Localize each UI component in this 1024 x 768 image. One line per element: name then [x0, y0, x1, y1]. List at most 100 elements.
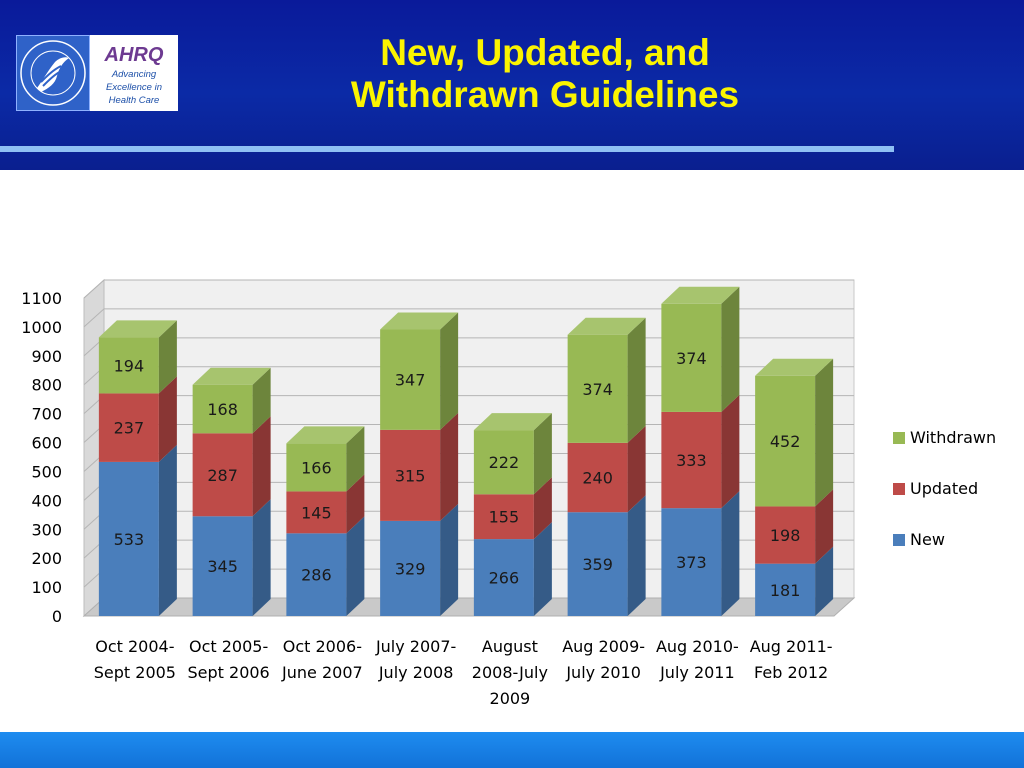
bar-segment-updated	[473, 494, 534, 540]
bar-side-new	[815, 546, 834, 616]
bar-top	[567, 317, 646, 335]
bar-side-updated	[346, 474, 365, 534]
bar-segment-updated	[192, 433, 253, 517]
bar-segment-withdrawn	[98, 337, 159, 394]
hhs-seal-logo	[16, 35, 90, 111]
data-label: 266	[489, 569, 520, 588]
bar-segment-updated	[755, 506, 816, 564]
bar-segment-new	[286, 533, 347, 616]
bar-side-withdrawn	[346, 426, 365, 492]
slide-footer-bar	[0, 732, 1024, 768]
bar-segment-withdrawn	[473, 430, 534, 495]
ahrq-tagline-2: Excellence in	[106, 82, 162, 93]
bar-side-updated	[533, 477, 552, 540]
x-tick-label: 2009	[490, 689, 531, 708]
y-tick-label: 400	[31, 491, 62, 510]
x-tick-label: Sept 2006	[188, 663, 270, 682]
bar-segment-updated	[380, 429, 441, 521]
data-label: 359	[582, 555, 613, 574]
legend-label-new: New	[910, 530, 945, 549]
data-label: 345	[207, 557, 238, 576]
bar-segment-new	[380, 520, 441, 616]
bar-side-new	[533, 522, 552, 616]
data-label: 329	[395, 559, 426, 578]
data-label: 194	[114, 356, 145, 375]
y-tick-label: 100	[31, 578, 62, 597]
bar-side-new	[252, 499, 271, 616]
x-tick-label: August	[482, 637, 538, 656]
title-line-2: Withdrawn Guidelines	[350, 74, 740, 115]
x-tick-label: Oct 2004-	[95, 637, 174, 656]
ahrq-tagline-1: Advancing	[111, 69, 157, 80]
bar-stack: 266 155 222	[473, 413, 552, 616]
bar-segment-updated	[661, 411, 722, 509]
bar-side-new	[721, 491, 740, 616]
data-label: 198	[770, 526, 801, 545]
legend-swatch-new	[893, 534, 905, 546]
bar-segment-updated	[98, 393, 159, 462]
bar-top	[755, 358, 834, 376]
y-tick-label: 600	[31, 434, 62, 453]
x-tick-label: 2008-July	[472, 663, 548, 682]
x-tick-label: Oct 2006-	[283, 637, 362, 656]
data-label: 315	[395, 466, 426, 485]
x-tick-label: Oct 2005-	[189, 637, 268, 656]
x-tick-label: Sept 2005	[94, 663, 176, 682]
gridline	[83, 308, 854, 328]
bar-side-withdrawn	[815, 358, 834, 507]
chart-area: 0 100 200 300 400 500 600 700 800 900 1000 1100 533…	[0, 170, 1024, 732]
data-label: 287	[207, 466, 238, 485]
bar-side-updated	[440, 412, 459, 521]
data-label: 155	[489, 508, 520, 527]
x-tick-label: July 2007-	[375, 637, 456, 656]
legend-swatch-withdrawn	[893, 432, 905, 444]
bar-segment-new	[473, 539, 534, 616]
bar-side-updated	[627, 425, 646, 513]
y-tick-label: 800	[31, 376, 62, 395]
y-tick-label: 1000	[21, 318, 62, 337]
y-tick-label: 900	[31, 347, 62, 366]
bar-side-withdrawn	[252, 367, 271, 434]
y-tick-label: 300	[31, 520, 62, 539]
bar-segment-updated	[567, 442, 628, 513]
header-divider	[0, 146, 894, 152]
data-label: 286	[301, 566, 332, 585]
y-tick-label: 200	[31, 549, 62, 568]
bar-segment-withdrawn	[755, 375, 816, 507]
data-label: 333	[676, 451, 707, 470]
data-label: 145	[301, 503, 332, 522]
x-tick-label: Aug 2011-	[750, 637, 833, 656]
title-line-1: New, Updated, and	[380, 32, 710, 73]
ahrq-wordmark: AHRQ	[104, 44, 164, 66]
x-tick-label: July 2010	[565, 663, 641, 682]
bar-stack: 359 240 374	[567, 317, 646, 616]
bar-side-withdrawn	[158, 320, 177, 394]
bar-side-new	[440, 503, 459, 616]
bar-side-updated	[158, 376, 177, 462]
bar-segment-new	[661, 508, 722, 616]
data-label: 347	[395, 371, 426, 390]
bar-stack: 329 315 347	[380, 312, 459, 616]
legend-label-withdrawn: Withdrawn	[910, 428, 996, 447]
bar-stack: 181 198 452	[755, 358, 834, 616]
bar-stack: 345 287 168	[192, 367, 271, 616]
bar-segment-new	[98, 461, 159, 616]
bar-top	[661, 286, 740, 304]
y-tick-label: 500	[31, 462, 62, 481]
data-label: 373	[676, 553, 707, 572]
x-tick-label: July 2008	[378, 663, 454, 682]
bar-top	[98, 320, 177, 338]
y-tick-label: 1100	[21, 289, 62, 308]
data-label: 533	[114, 530, 145, 549]
data-label: 222	[489, 453, 520, 472]
bar-stack: 373 333 374	[661, 286, 740, 616]
gridline	[83, 279, 854, 299]
ahrq-tagline-3: Health Care	[108, 95, 160, 106]
data-label: 374	[582, 380, 613, 399]
data-label: 237	[114, 419, 145, 438]
ahrq-logo: AHRQ Advancing Excellence in Health Care	[90, 35, 178, 111]
slide-title: New, Updated, and Withdrawn Guidelines	[240, 32, 850, 116]
data-label: 181	[770, 581, 801, 600]
bar-side-new	[627, 495, 646, 616]
legend-label-updated: Updated	[910, 479, 978, 498]
